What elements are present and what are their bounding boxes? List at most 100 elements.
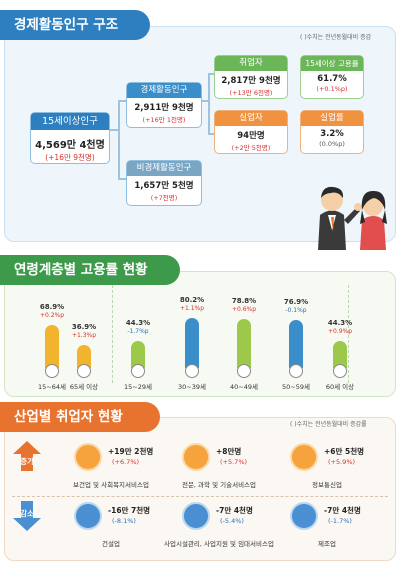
construction-helmet-icon — [74, 502, 102, 530]
connector — [118, 100, 128, 102]
bar-value-label: 68.9% +0.2%p — [32, 303, 72, 319]
unemployed-value: 94만명 — [237, 131, 265, 141]
bar-category-label: 50~59세 — [282, 383, 310, 391]
industry-name: 사업시설관리, 사업지원 및 임대서비스업 — [164, 540, 274, 548]
bar-30~39세 — [185, 318, 199, 368]
industry-change-value: +8만명 — [216, 447, 242, 456]
person-icon — [77, 364, 91, 378]
industry-change-value: -7만 4천명 — [216, 506, 253, 515]
bar-pct: 44.3% — [125, 318, 151, 327]
unemployment-rate-change: (0.0%p) — [319, 140, 345, 148]
bar-40~49세 — [237, 319, 251, 368]
bar-category-label: 15~64세 — [38, 383, 66, 391]
unemployment-rate-value: 3.2% — [320, 129, 344, 139]
employment-rate-change: (+0.1%p) — [316, 85, 348, 93]
bar-50~59세 — [289, 320, 303, 368]
section-title-age-employment: 연령계층별 고용률 현황 — [0, 255, 180, 285]
population-15plus-label: 15세이상인구 — [31, 113, 109, 130]
bar-category-label: 15~29세 — [124, 383, 152, 391]
economically-active-box: 경제활동인구 2,911만 9천명 (+16만 1천명) — [126, 82, 202, 128]
population-15plus-box: 15세이상인구 4,569만 4천명 (+16만 9천명) — [30, 112, 110, 164]
bar-value-label: 78.8% +0.6%p — [224, 297, 264, 313]
economically-inactive-change: (+7천명) — [150, 194, 178, 202]
employed-change: (+13만 6천명) — [229, 89, 273, 97]
bar-15~64세 — [45, 325, 59, 368]
business-people-illustration — [318, 186, 387, 250]
person-icon — [333, 364, 347, 378]
connector — [118, 178, 128, 180]
employed-label: 취업자 — [215, 56, 287, 71]
industry-change-rate: (-5.4%) — [220, 517, 244, 525]
population-15plus-value: 4,569만 4천명 — [35, 140, 105, 151]
connector — [118, 100, 120, 178]
bar-change: +0.2%p — [39, 312, 65, 320]
divider — [12, 496, 388, 497]
decrease-label: 감소 — [20, 509, 34, 518]
economically-active-value: 2,911만 9천명 — [134, 103, 194, 113]
unemployed-change: (+2만 5천명) — [231, 144, 271, 152]
medical-bag-icon — [74, 443, 102, 471]
bar-pct: 44.3% — [327, 318, 353, 327]
bar-change: -1.7%p — [127, 327, 149, 335]
employment-rate-box: 15세이상 고용률 61.7% (+0.1%p) — [300, 55, 364, 99]
connector — [208, 73, 210, 133]
bar-category-label: 65세 이상 — [69, 383, 99, 391]
smartphone-icon — [290, 443, 318, 471]
bar-value-label: 44.3% +0.9%p — [320, 319, 360, 335]
bar-pct: 36.9% — [71, 323, 97, 332]
age-employment-panel — [4, 271, 396, 397]
economically-active-change: (+16만 1천명) — [142, 116, 186, 124]
industry-change-rate: (-8.1%) — [112, 517, 136, 525]
section1-note: ( )수치는 전년동월대비 증감 — [300, 34, 372, 41]
industry-employment-panel — [4, 417, 396, 561]
economically-inactive-value: 1,657만 5천명 — [134, 181, 194, 191]
bar-change: +0.9%p — [327, 327, 353, 335]
industry-name: 제조업 — [318, 540, 336, 548]
bar-change: +0.6%p — [231, 306, 257, 314]
economically-inactive-box: 비경제활동인구 1,657만 5천명 (+7천명) — [126, 160, 202, 206]
industry-name: 보건업 및 사회복지서비스업 — [73, 481, 149, 489]
bar-pct: 80.2% — [179, 296, 205, 305]
person-icon — [185, 364, 199, 378]
population-15plus-change: (+16만 9천명) — [45, 153, 95, 162]
economically-inactive-label: 비경제활동인구 — [127, 161, 201, 176]
increase-arrow-icon — [13, 441, 41, 471]
divider — [348, 285, 349, 383]
person-icon — [45, 364, 59, 378]
employment-rate-label: 15세이상 고용률 — [301, 56, 363, 71]
industry-change-value: -7만 4천명 — [324, 506, 361, 515]
industry-name: 건설업 — [102, 540, 120, 548]
science-flask-icon — [182, 443, 210, 471]
bar-60세 이상 — [333, 340, 347, 368]
section-title-economic-structure: 경제활동인구 구조 — [0, 10, 150, 40]
employment-rate-value: 61.7% — [317, 74, 347, 84]
connector — [108, 129, 118, 131]
connector — [200, 100, 208, 102]
bar-category-label: 60세 이상 — [325, 383, 355, 391]
bar-pct: 76.9% — [283, 298, 309, 307]
industry-change-rate: (+5.9%) — [328, 458, 356, 466]
employed-box: 취업자 2,817만 9천명 (+13만 6천명) — [214, 55, 288, 99]
economically-active-label: 경제활동인구 — [127, 83, 201, 98]
bar-pct: 68.9% — [39, 303, 65, 312]
bar-change: +1.1%p — [179, 305, 205, 313]
bar-category-label: 30~39세 — [178, 383, 206, 391]
increase-label: 증가 — [20, 457, 34, 466]
bar-change: -0.1%p — [285, 307, 307, 315]
industry-change-value: +19만 2천명 — [108, 447, 154, 456]
industry-change-value: -16만 7천명 — [108, 506, 151, 515]
employed-value: 2,817만 9천명 — [221, 76, 281, 86]
industry-change-value: +6만 5천명 — [324, 447, 365, 456]
gear-icon — [290, 502, 318, 530]
industry-change-rate: (+6.7%) — [112, 458, 140, 466]
bar-value-label: 44.3% -1.7%p — [118, 319, 158, 335]
bar-value-label: 76.9% -0.1%p — [276, 298, 316, 314]
section-title-industry-employment: 산업별 취업자 현황 — [0, 402, 160, 432]
connector — [208, 73, 216, 75]
person-icon — [131, 364, 145, 378]
unemployed-label: 실업자 — [215, 111, 287, 126]
industry-name: 전문, 과학 및 기술서비스업 — [181, 481, 257, 489]
bar-category-label: 40~49세 — [230, 383, 258, 391]
bar-65세 이상 — [77, 345, 91, 368]
bar-pct: 78.8% — [231, 297, 257, 306]
